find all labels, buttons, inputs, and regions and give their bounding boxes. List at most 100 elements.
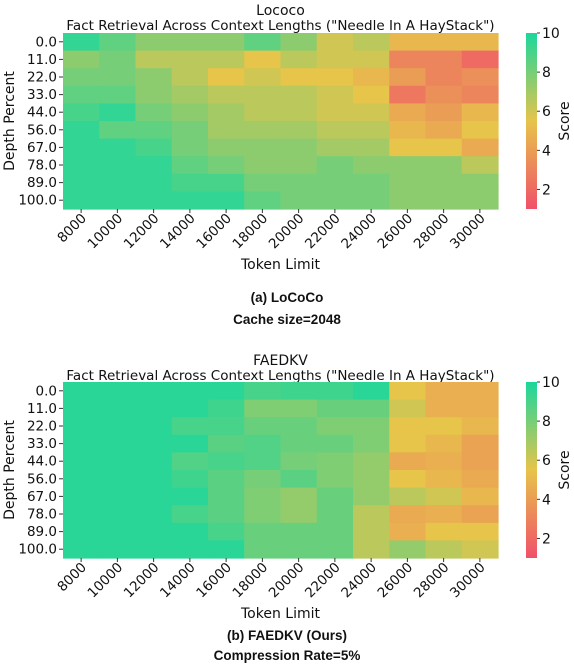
heatmap-cell bbox=[389, 540, 427, 559]
heatmap-cell bbox=[425, 452, 463, 471]
heatmap-cell bbox=[63, 173, 100, 192]
heatmap-cell bbox=[425, 103, 463, 122]
heatmap-cell bbox=[244, 470, 282, 489]
heatmap-cell bbox=[316, 399, 354, 418]
heatmap-cell bbox=[208, 121, 245, 140]
heatmap-cell bbox=[171, 103, 209, 122]
y-tick-label: 78.0 bbox=[27, 507, 57, 523]
heatmap-cell bbox=[461, 399, 499, 418]
x-tick-label: 10000 bbox=[85, 211, 127, 253]
x-tick-label: 14000 bbox=[157, 211, 199, 253]
heatmap-cell bbox=[63, 487, 100, 506]
heatmap-cell bbox=[316, 33, 354, 52]
y-tick-label: 33.0 bbox=[27, 436, 57, 452]
x-tick-label: 24000 bbox=[338, 211, 380, 253]
heatmap-cell bbox=[461, 434, 499, 453]
heatmap-cell bbox=[353, 487, 390, 506]
heatmap-cell bbox=[425, 156, 463, 175]
heatmap-cell bbox=[389, 470, 427, 489]
y-tick-label: 44.0 bbox=[27, 105, 57, 121]
heatmap-cell bbox=[208, 33, 245, 52]
heatmap-cell bbox=[461, 50, 499, 69]
x-tick-label: 12000 bbox=[121, 560, 163, 602]
heatmap-cell bbox=[63, 50, 100, 69]
heatmap-cell bbox=[316, 173, 354, 192]
heatmap-cell bbox=[353, 121, 390, 140]
heatmap-cell bbox=[244, 121, 282, 140]
heatmap-cell bbox=[244, 103, 282, 122]
heatmap-cell bbox=[280, 452, 318, 471]
heatmap-cell bbox=[353, 452, 390, 471]
heatmap-cell bbox=[208, 382, 245, 401]
heatmap-cell bbox=[135, 540, 173, 559]
colorbar-tick-label: 4 bbox=[542, 143, 551, 159]
heatmap-cell bbox=[461, 156, 499, 175]
heatmap-cell bbox=[135, 191, 173, 210]
heatmap-cell bbox=[425, 417, 463, 436]
heatmap-cell bbox=[99, 434, 137, 453]
chart-title: FAEDKV bbox=[253, 353, 308, 369]
heatmap-cell bbox=[389, 121, 427, 140]
heatmap-cell bbox=[99, 540, 137, 559]
heatmap-cell bbox=[135, 50, 173, 69]
y-axis-label: Depth Percent bbox=[2, 71, 18, 171]
heatmap-cell bbox=[171, 68, 209, 87]
heatmap-cell bbox=[244, 191, 282, 210]
y-tick-label: 100.0 bbox=[18, 542, 57, 558]
heatmap-cell bbox=[208, 434, 245, 453]
heatmap-cell bbox=[389, 156, 427, 175]
colorbar-tick-label: 4 bbox=[542, 492, 551, 508]
heatmap-cell bbox=[135, 470, 173, 489]
heatmap-cell bbox=[63, 470, 100, 489]
heatmap-cell bbox=[135, 68, 173, 87]
x-tick-label: 20000 bbox=[266, 560, 308, 602]
heatmap-cell bbox=[171, 50, 209, 69]
colorbar-tick-label: 2 bbox=[542, 182, 551, 198]
heatmap-cell bbox=[171, 522, 209, 541]
heatmap-cell bbox=[461, 173, 499, 192]
heatmap-cell bbox=[171, 173, 209, 192]
heatmap-cell bbox=[244, 382, 282, 401]
heatmap-cell bbox=[208, 103, 245, 122]
heatmap-cell bbox=[389, 50, 427, 69]
heatmap-cell bbox=[208, 522, 245, 541]
heatmap-cell bbox=[389, 85, 427, 104]
heatmap-cell bbox=[389, 382, 427, 401]
heatmap-cell bbox=[353, 399, 390, 418]
heatmap-cell bbox=[425, 522, 463, 541]
heatmap-cell bbox=[99, 50, 137, 69]
heatmap-cell bbox=[461, 452, 499, 471]
colorbar bbox=[526, 382, 537, 558]
heatmap-cell bbox=[208, 138, 245, 157]
y-tick-label: 0.0 bbox=[36, 34, 57, 50]
heatmap-cell bbox=[461, 85, 499, 104]
heatmap-cell bbox=[425, 85, 463, 104]
heatmap-cell bbox=[63, 68, 100, 87]
x-tick-label: 20000 bbox=[266, 211, 308, 253]
y-tick-label: 67.0 bbox=[27, 140, 57, 156]
heatmap-cell bbox=[316, 68, 354, 87]
x-tick-label: 22000 bbox=[302, 211, 344, 253]
heatmap-cell bbox=[316, 121, 354, 140]
colorbar bbox=[526, 33, 537, 209]
y-tick-label: 22.0 bbox=[27, 70, 57, 86]
colorbar-tick-label: 8 bbox=[542, 414, 551, 430]
heatmap-cell bbox=[316, 50, 354, 69]
chart-title: Lococo bbox=[256, 3, 305, 19]
y-tick-label: 89.0 bbox=[27, 524, 57, 540]
colorbar-label: Score bbox=[557, 450, 573, 489]
heatmap-cell bbox=[135, 382, 173, 401]
heatmap-cell bbox=[99, 68, 137, 87]
heatmap-cell bbox=[425, 399, 463, 418]
heatmap-cell bbox=[461, 382, 499, 401]
heatmap-cell bbox=[244, 50, 282, 69]
heatmap-cell bbox=[389, 399, 427, 418]
colorbar-tick-label: 10 bbox=[542, 26, 560, 42]
heatmap-cell bbox=[425, 33, 463, 52]
colorbar-tick-label: 6 bbox=[542, 104, 551, 120]
heatmap-cell bbox=[461, 68, 499, 87]
y-tick-label: 0.0 bbox=[36, 383, 57, 399]
heatmap-cell bbox=[280, 540, 318, 559]
heatmap-cell bbox=[135, 487, 173, 506]
